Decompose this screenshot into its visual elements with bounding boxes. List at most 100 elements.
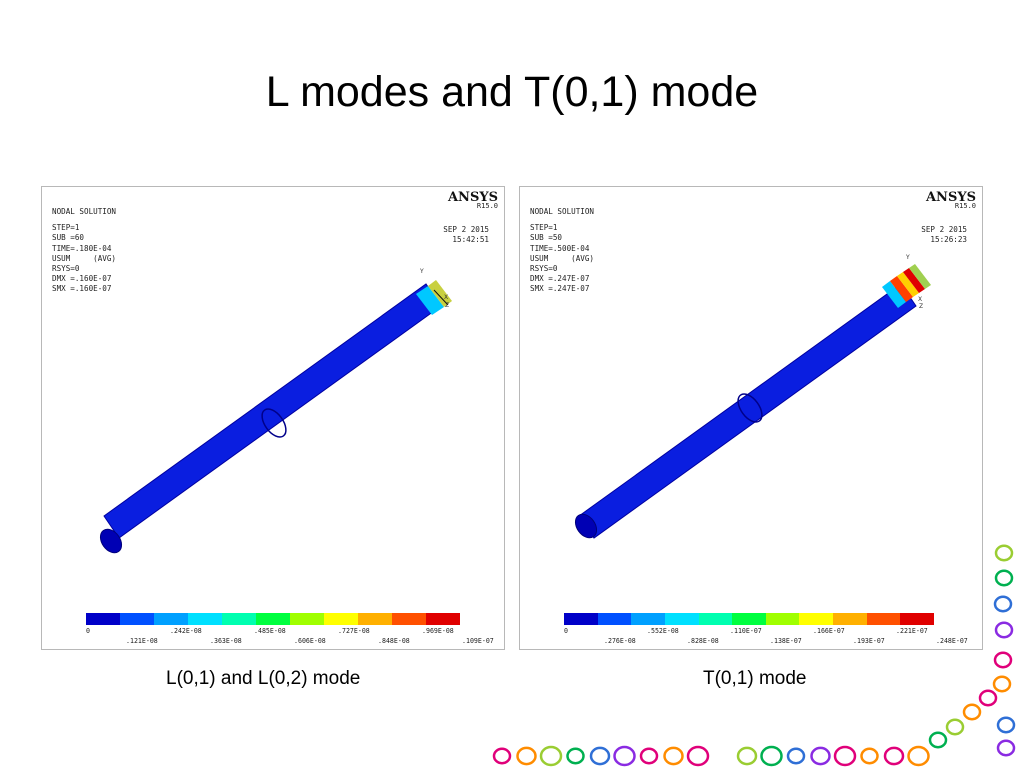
slide-title: L modes and T(0,1) mode <box>265 68 759 116</box>
legend-color-swatch <box>866 613 901 625</box>
pipe-tip-contour <box>416 286 444 315</box>
legend-tick: 0 <box>86 627 90 635</box>
decorative-ring <box>639 747 659 765</box>
axis-label-z: Z <box>445 302 449 309</box>
info-time: TIME=.500E-04 <box>530 243 590 253</box>
info-sub: SUB =50 <box>530 233 563 243</box>
simulation-panel-left: Y X Z NODAL SOLUTION STEP=1 SUB =60 TIME=.1… <box>41 186 505 650</box>
info-smx: SMX =.247E-07 <box>530 284 590 294</box>
legend-color-swatch <box>154 613 188 625</box>
decorative-rings-bottom <box>492 745 930 767</box>
legend-tick: .276E-08 <box>604 637 636 645</box>
nodal-solution-info: NODAL SOLUTION STEP=1 SUB =50 TIME=.500E-04… <box>530 207 594 295</box>
legend-color-swatch <box>698 613 733 625</box>
ansys-version: R15.0 <box>954 202 976 210</box>
legend-color-swatch <box>392 613 426 625</box>
info-heading: NODAL SOLUTION <box>530 207 595 216</box>
legend-tick: 0 <box>564 627 568 635</box>
legend-color-swatch <box>426 613 460 625</box>
decorative-ring <box>663 746 684 766</box>
legend-tick: .242E-08 <box>170 627 202 635</box>
legend-tick: .121E-08 <box>126 637 158 645</box>
info-step: STEP=1 <box>52 223 80 233</box>
decorative-rings-side <box>928 544 1016 757</box>
nodal-solution-info: NODAL SOLUTION STEP=1 SUB =60 TIME=.180E-04… <box>52 207 116 295</box>
ansys-logo: ANSYS R15.0 <box>448 191 498 211</box>
axis-triad <box>433 289 449 306</box>
decorative-ring <box>945 718 965 736</box>
date-stamp: SEP 2 2015 <box>443 225 489 234</box>
legend-color-swatch <box>222 613 256 625</box>
decorative-ring <box>810 746 831 766</box>
legend-color-swatch <box>188 613 222 625</box>
info-usum: USUM (AVG) <box>52 253 117 263</box>
date-stamp: SEP 2 2015 <box>921 225 967 234</box>
legend-tick: .969E-08 <box>422 627 454 635</box>
info-heading: NODAL SOLUTION <box>52 207 117 216</box>
date-time-stamp: SEP 2 2015 15:42:51 <box>443 225 489 245</box>
pipe-joint <box>261 408 287 438</box>
legend-tick: .828E-08 <box>687 637 719 645</box>
decorative-ring <box>994 621 1014 639</box>
legend-color-swatch <box>900 613 935 625</box>
decorative-ring <box>996 716 1016 734</box>
decorative-ring <box>516 746 537 766</box>
legend-tick: .363E-08 <box>210 637 242 645</box>
legend-color-swatch <box>290 613 324 625</box>
decorative-ring <box>962 703 982 721</box>
decorative-ring <box>993 595 1013 613</box>
legend-color-swatch <box>120 613 154 625</box>
caption-right: T(0,1) mode <box>703 668 807 689</box>
legend-tick: .727E-08 <box>338 627 370 635</box>
pipe-tip-contour <box>897 272 919 297</box>
legend-color-swatch <box>833 613 867 625</box>
decorative-ring <box>686 745 710 767</box>
legend-tick: .221E-07 <box>896 627 928 635</box>
decorative-ring <box>492 747 512 765</box>
color-legend-bar <box>564 613 935 625</box>
decorative-ring <box>994 569 1014 587</box>
legend-color-swatch <box>324 613 358 625</box>
info-dmx: DMX =.247E-07 <box>530 274 590 284</box>
legend-color-swatch <box>597 613 632 625</box>
pipe-render: X Y Z <box>574 254 931 539</box>
info-rsys: RSYS=0 <box>52 264 80 274</box>
legend-color-swatch <box>765 613 800 625</box>
info-sub: SUB =60 <box>52 233 85 243</box>
time-stamp: 15:26:23 <box>930 235 967 245</box>
pipe-joint <box>737 393 763 423</box>
legend-tick: .166E-07 <box>813 627 845 635</box>
pipe-end-cap <box>574 513 598 539</box>
axis-label-y: Y <box>419 268 424 275</box>
decorative-ring <box>613 745 636 767</box>
info-rsys: RSYS=0 <box>530 264 558 274</box>
decorative-ring <box>760 745 783 767</box>
info-step: STEP=1 <box>530 223 558 233</box>
axis-label-x: X <box>444 294 448 301</box>
legend-color-swatch <box>564 613 598 625</box>
legend-color-swatch <box>256 613 290 625</box>
info-smx: SMX =.160E-07 <box>52 284 112 294</box>
decorative-ring <box>907 745 930 767</box>
caption-left: L(0,1) and L(0,2) mode <box>166 668 361 689</box>
decorative-ring <box>978 689 998 707</box>
axis-label-x: X <box>918 296 922 303</box>
decorative-ring <box>539 745 563 767</box>
decorative-ring <box>992 675 1012 693</box>
decorative-ring <box>996 739 1016 757</box>
legend-tick: .109E-07 <box>462 637 494 645</box>
decorative-ring <box>883 746 905 766</box>
legend-color-swatch <box>664 613 699 625</box>
pipe-tip-contour <box>882 281 906 308</box>
decorative-ring <box>786 747 806 765</box>
color-legend-bar <box>86 613 460 625</box>
time-stamp: 15:42:51 <box>452 235 489 245</box>
decorative-ring <box>736 746 758 766</box>
decorative-ring <box>993 651 1013 669</box>
legend-tick: .193E-07 <box>853 637 885 645</box>
date-time-stamp: SEP 2 2015 15:26:23 <box>921 225 967 245</box>
legend-tick: .552E-08 <box>647 627 679 635</box>
info-dmx: DMX =.160E-07 <box>52 274 112 284</box>
legend-tick: .138E-07 <box>770 637 802 645</box>
